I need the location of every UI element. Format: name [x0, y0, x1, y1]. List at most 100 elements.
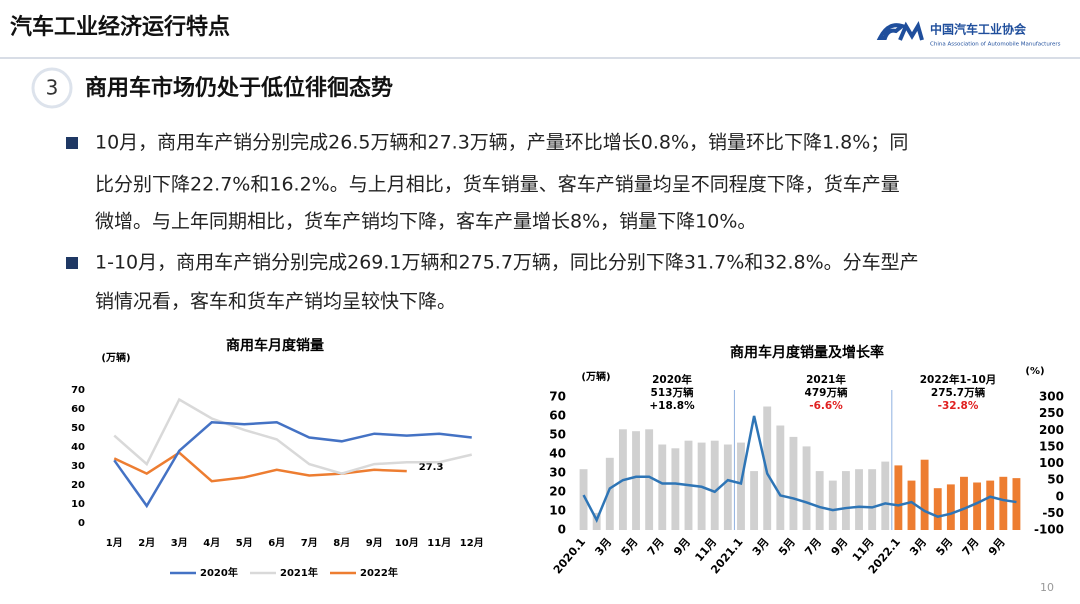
y-tick-label: 0	[558, 523, 566, 537]
x-tick-label: 7月	[301, 537, 318, 549]
y-tick-label: 40	[71, 442, 85, 453]
y2-tick-label: 200	[1039, 423, 1064, 437]
y-unit: (万辆)	[581, 370, 610, 383]
y2-unit: (%)	[1025, 366, 1044, 377]
data-label: 27.3	[419, 462, 444, 473]
annotation: 479万辆	[805, 386, 848, 399]
y2-tick-label: 50	[1047, 473, 1064, 487]
bar	[789, 436, 798, 530]
line-series	[113, 451, 407, 483]
org-name-en: China Association of Automobile Manufact…	[930, 42, 1061, 48]
bar	[645, 429, 654, 530]
y-tick-label: 0	[78, 518, 85, 529]
bullet-marker	[66, 257, 78, 269]
bar	[671, 448, 680, 530]
y2-tick-label: 100	[1039, 456, 1064, 470]
y2-tick-label: -100	[1034, 523, 1064, 537]
bar	[894, 465, 903, 530]
annotation: -6.6%	[809, 400, 843, 412]
x-tick-label: 5月	[236, 537, 253, 549]
bar	[973, 482, 982, 530]
x-tick-label: 6月	[268, 537, 285, 549]
annotation: 513万辆	[651, 386, 694, 399]
bar	[750, 471, 759, 530]
bar	[828, 480, 837, 530]
y-tick-label: 50	[549, 428, 566, 442]
bullet-text: 微增。与上年同期相比，货车产销均下降，客车产量增长8%，销量下降10%。	[95, 211, 756, 233]
bar	[907, 480, 916, 530]
bar	[579, 469, 588, 530]
bar	[802, 446, 811, 530]
annotation: 2021年	[806, 373, 846, 386]
annotation: +18.8%	[649, 400, 695, 412]
x-tick-label: 12月	[460, 537, 484, 549]
x-tick-label: 10月	[395, 537, 419, 549]
y2-tick-label: 300	[1039, 390, 1064, 404]
line-series	[582, 415, 1017, 523]
bullet-text: 1-10月，商用车产销分别完成269.1万辆和275.7万辆，同比分别下降31.…	[95, 252, 919, 274]
bar	[881, 461, 890, 530]
slide-title: 汽车工业经济运行特点	[10, 14, 230, 40]
x-tick-label: 11月	[427, 537, 451, 549]
annotation: 275.7万辆	[931, 386, 986, 399]
bar	[999, 476, 1008, 530]
bar	[776, 425, 785, 530]
x-tick-label: 3月	[171, 537, 188, 549]
legend-label: 2020年	[200, 566, 238, 579]
y2-tick-label: 250	[1039, 406, 1064, 420]
chart-title: 商用车月度销量及增长率	[730, 344, 884, 361]
bar	[986, 480, 995, 530]
y-tick-label: 30	[549, 466, 566, 480]
x-tick-label: 9月	[366, 537, 383, 549]
y-tick-label: 70	[549, 390, 566, 404]
y2-tick-label: 0	[1056, 489, 1064, 503]
y-tick-label: 60	[71, 404, 85, 415]
legend-label: 2021年	[280, 566, 318, 579]
x-tick-label: 8月	[333, 537, 350, 549]
chart-title: 商用车月度销量	[226, 337, 324, 354]
bar	[920, 459, 929, 530]
y2-tick-label: -50	[1042, 506, 1064, 520]
bar	[841, 471, 850, 530]
section-badge	[31, 67, 73, 109]
bar	[632, 431, 640, 530]
y-tick-label: 40	[549, 447, 566, 461]
org-name: 中国汽车工业协会	[930, 22, 1027, 37]
logo	[876, 21, 924, 41]
bar	[933, 488, 942, 530]
annotation: -32.8%	[938, 400, 979, 412]
y-tick-label: 70	[71, 385, 85, 396]
bar	[737, 442, 745, 530]
y-tick-label: 20	[549, 485, 566, 499]
legend-label: 2022年	[360, 566, 398, 579]
line-series	[113, 421, 472, 509]
x-tick-label: 4月	[203, 537, 220, 549]
bar	[868, 469, 877, 530]
annotation: 2020年	[652, 373, 692, 386]
x-tick-label: 2月	[138, 537, 155, 549]
y-tick-label: 10	[71, 499, 85, 510]
y-tick-label: 20	[71, 480, 85, 491]
line-series	[113, 397, 473, 475]
bar	[946, 484, 955, 530]
section-title: 商用车市场仍处于低位徘徊态势	[85, 75, 393, 101]
y2-tick-label: 150	[1039, 439, 1064, 453]
y-tick-label: 30	[71, 461, 85, 472]
annotation: 2022年1-10月	[920, 373, 997, 386]
bullet-text: 销情况看，客车和货车产销均呈较快下降。	[95, 291, 456, 313]
y-tick-label: 60	[549, 409, 566, 423]
bullet-marker	[66, 137, 78, 149]
bar	[605, 457, 614, 530]
section-number: 3	[46, 76, 59, 100]
y-tick-label: 50	[71, 423, 85, 434]
y-tick-label: 10	[549, 504, 566, 518]
bar	[855, 469, 863, 530]
bar	[658, 444, 667, 530]
bullet-text: 10月，商用车产销分别完成26.5万辆和27.3万辆，产量环比增长0.8%，销量…	[95, 132, 908, 154]
bullet-text: 比分别下降22.7%和16.2%。与上月相比，货车销量、客车产销量均呈不同程度下…	[95, 174, 900, 196]
bar	[1012, 478, 1021, 530]
bar	[960, 476, 968, 530]
bar	[710, 440, 719, 530]
x-tick-label: 1月	[106, 537, 123, 549]
